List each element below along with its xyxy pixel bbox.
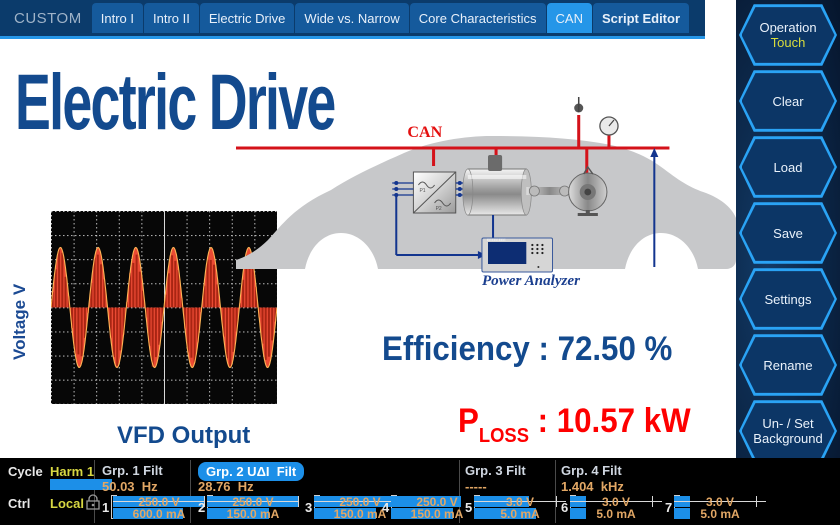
svg-text:CAN: CAN — [407, 124, 442, 141]
svg-text:EEEEEEEE: EEEEEEEE — [487, 238, 506, 242]
svg-text:P2: P2 — [436, 206, 442, 212]
svg-text:Power Analyzer: Power Analyzer — [482, 273, 580, 289]
svg-text:P1: P1 — [419, 188, 425, 194]
